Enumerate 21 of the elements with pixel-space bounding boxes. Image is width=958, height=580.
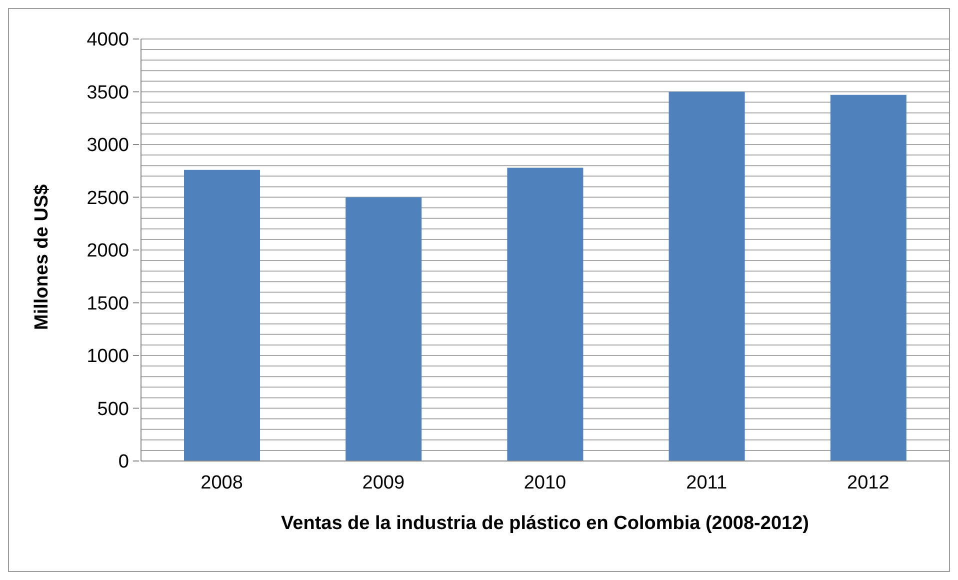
bar (346, 197, 422, 461)
bar (184, 170, 260, 461)
x-tick-label: 2010 (524, 472, 566, 494)
y-tick-label: 500 (97, 398, 129, 420)
x-tick-label: 2012 (847, 472, 890, 494)
bar (507, 168, 584, 461)
y-tick-label: 1000 (86, 346, 129, 368)
y-tick-label: 1500 (86, 293, 129, 314)
x-tick-label: 2008 (200, 472, 243, 494)
bar (668, 92, 745, 461)
y-tick-label: 0 (118, 452, 129, 473)
bar (830, 94, 906, 461)
y-tick-label: 3500 (86, 82, 129, 104)
y-tick-label: 3000 (86, 135, 129, 156)
x-axis-title: Ventas de la industria de plástico en Colombia (2008-2012) (281, 513, 809, 534)
y-tick-label: 2500 (86, 188, 129, 209)
y-tick-label: 4000 (86, 30, 129, 51)
y-tick-label: 2000 (86, 240, 129, 262)
x-tick-label: 2011 (686, 472, 728, 494)
x-tick-label: 2009 (362, 472, 405, 494)
y-axis-title: Millones de US$ (32, 184, 53, 330)
